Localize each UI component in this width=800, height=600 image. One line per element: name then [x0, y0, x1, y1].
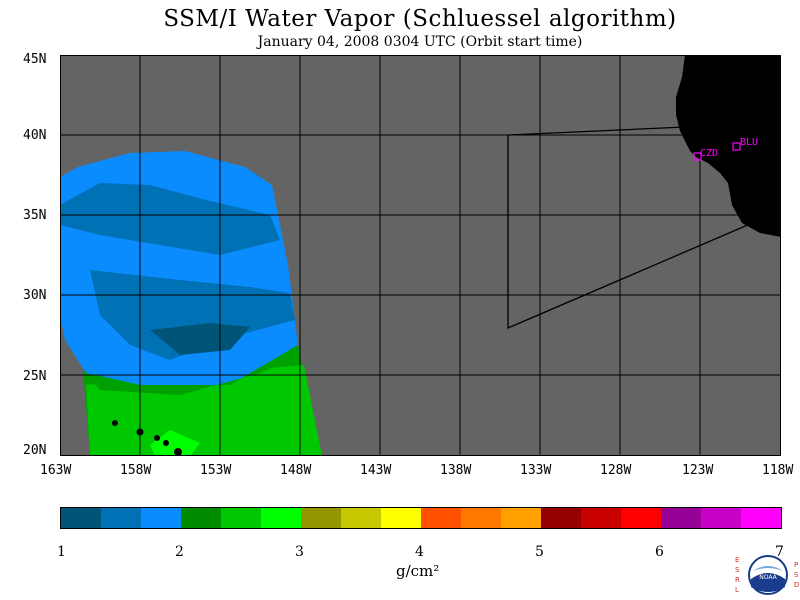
esrl-letter: L: [735, 586, 739, 594]
color-bar: [60, 507, 782, 529]
lon-label-163w: 163W: [40, 463, 72, 478]
colorbar-swatch: [741, 508, 781, 528]
swath-green-bright: [150, 430, 200, 456]
colorbar-swatch: [501, 508, 541, 528]
colorbar-swatch: [301, 508, 341, 528]
colorbar-swatch: [341, 508, 381, 528]
colorbar-swatch: [541, 508, 581, 528]
colorbar-swatch: [701, 508, 741, 528]
domain-outline-top: [507, 126, 686, 136]
island: [154, 435, 160, 441]
noaa-logo: E S R L NOAA P S D: [735, 555, 799, 595]
island: [163, 440, 169, 446]
esrl-letter: R: [735, 576, 740, 584]
swath: [60, 151, 322, 456]
colorbar-swatch: [461, 508, 501, 528]
lon-label-158w: 158W: [120, 463, 152, 478]
stations: CZD BLU: [693, 137, 758, 161]
station-blu-marker: [732, 142, 741, 151]
noaa-emblem-bird: [753, 566, 783, 571]
noaa-emblem-wave: [751, 573, 785, 592]
lon-label-123w: 123W: [682, 463, 714, 478]
domain-outline: [507, 135, 751, 329]
lon-label-118w: 118W: [762, 463, 794, 478]
colorbar-swatch: [621, 508, 661, 528]
station-czd-label: CZD: [700, 148, 718, 159]
land-mass: [676, 55, 781, 237]
swath-green-edge: [86, 345, 300, 395]
colorbar-swatch: [61, 508, 101, 528]
esrl-letters: E S R L: [735, 556, 740, 594]
colorbar-swatch: [101, 508, 141, 528]
swath-blue-mid-2: [90, 270, 295, 360]
lat-label-40n: 40N: [23, 128, 47, 143]
lat-label-20n: 20N: [23, 443, 47, 458]
graticule: [60, 55, 781, 456]
colorbar-tick-6: 6: [655, 544, 664, 560]
colorbar-swatch: [221, 508, 261, 528]
lon-label-133w: 133W: [520, 463, 552, 478]
colorbar-tick-1: 1: [57, 544, 66, 560]
psd-letter: D: [794, 581, 799, 589]
colorbar-tick-3: 3: [295, 544, 304, 560]
psd-letters: P S D: [794, 561, 799, 589]
psd-letter: P: [794, 561, 798, 569]
chart-subtitle: January 04, 2008 0304 UTC (Orbit start t…: [257, 34, 583, 50]
lon-label-148w: 148W: [280, 463, 312, 478]
station-blu-label: BLU: [740, 137, 758, 148]
chart-title: SSM/I Water Vapor (Schluessel algorithm): [163, 6, 677, 32]
swath-blue-dark: [150, 323, 250, 355]
lat-label-45n: 45N: [23, 52, 47, 67]
colorbar-swatch: [181, 508, 221, 528]
colorbar-swatch: [581, 508, 621, 528]
island: [112, 420, 118, 426]
colorbar-swatch: [661, 508, 701, 528]
noaa-wordmark: NOAA: [759, 574, 777, 581]
lon-label-153w: 153W: [200, 463, 232, 478]
lat-label-30n: 30N: [23, 288, 47, 303]
esrl-letter: E: [735, 556, 739, 564]
colorbar-tick-4: 4: [415, 544, 424, 560]
island: [174, 448, 182, 456]
water-vapor-map: CZD BLU: [60, 55, 781, 456]
lat-label-25n: 25N: [23, 369, 47, 384]
colorbar-unit-label: g/cm²: [396, 562, 440, 580]
station-czd-marker: [693, 152, 702, 161]
lon-label-138w: 138W: [440, 463, 472, 478]
map-frame: [60, 55, 781, 456]
colorbar-swatch: [141, 508, 181, 528]
colorbar-tick-7: 7: [775, 544, 784, 560]
lon-label-143w: 143W: [360, 463, 392, 478]
lon-label-128w: 128W: [600, 463, 632, 478]
esrl-letter: S: [735, 566, 740, 574]
colorbar-swatch: [261, 508, 301, 528]
swath-blue-mid-1: [60, 183, 280, 255]
colorbar-tick-2: 2: [175, 544, 184, 560]
colorbar-tick-5: 5: [535, 544, 544, 560]
psd-letter: S: [794, 571, 799, 579]
lat-label-35n: 35N: [23, 208, 47, 223]
colorbar-swatch: [421, 508, 461, 528]
colorbar-swatch: [381, 508, 421, 528]
